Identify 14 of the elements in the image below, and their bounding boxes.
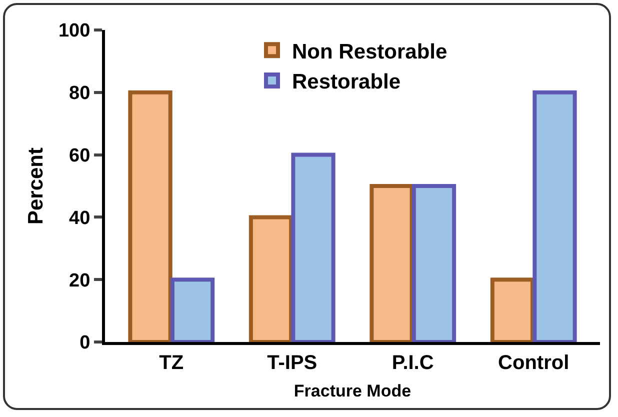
y-tick-label: 20 — [69, 270, 90, 292]
y-tick-label: 40 — [69, 208, 90, 229]
y-tick-label: 0 — [80, 332, 90, 354]
y-tick-label: 80 — [69, 83, 90, 104]
x-tick-label: P.I.C — [392, 352, 434, 374]
y-tick-label: 60 — [69, 145, 90, 166]
x-tick-label: T-IPS — [267, 352, 318, 374]
x-axis-title: Fracture Mode — [294, 381, 412, 400]
x-tick-label: Control — [498, 352, 570, 374]
legend-label: Non Restorable — [292, 40, 448, 64]
y-tick-label: 100 — [58, 20, 90, 42]
legend-label: Restorable — [292, 70, 401, 94]
y-axis-title: Percent — [24, 147, 48, 225]
x-tick-label: TZ — [159, 352, 184, 374]
